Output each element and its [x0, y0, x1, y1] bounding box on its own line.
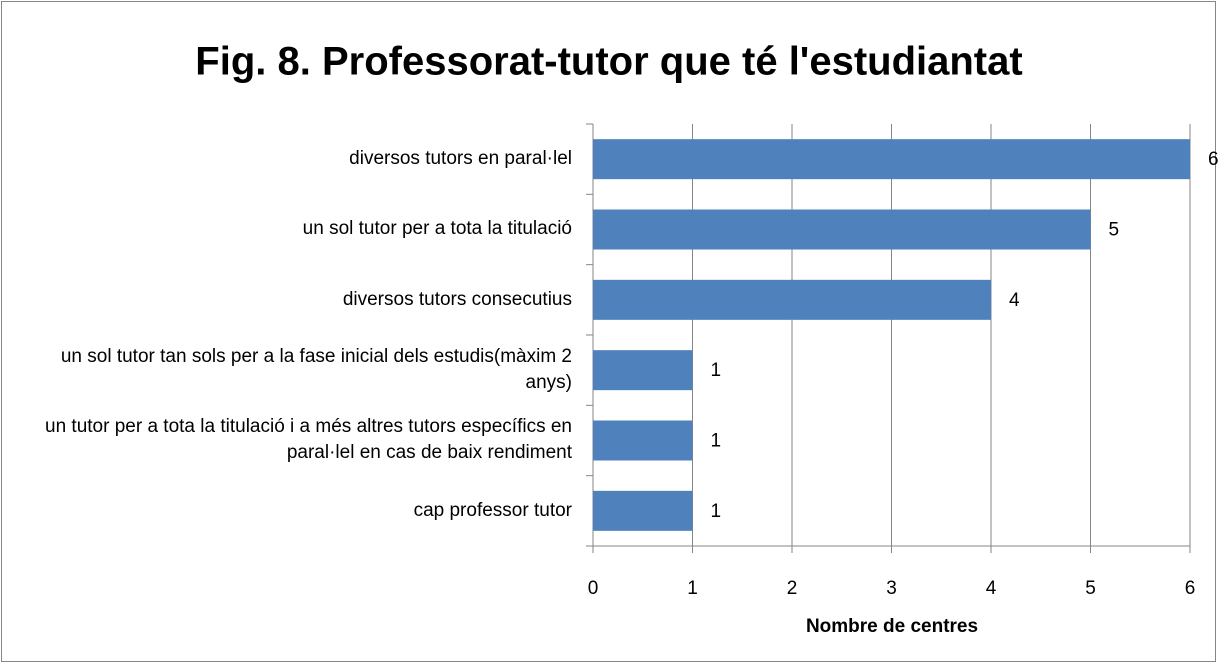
- bar: [593, 209, 1091, 250]
- x-tick-label: 3: [886, 578, 897, 599]
- x-tick-label: 1: [687, 578, 698, 599]
- category-label: un sol tutor per a tota la titulació: [302, 218, 572, 240]
- category-label: diversos tutors en paral·lel: [349, 148, 572, 170]
- chart-title: Fig. 8. Professorat-tutor que té l'estud…: [195, 40, 1022, 84]
- category-label: diversos tutors consecutius: [342, 288, 572, 310]
- bar: [593, 420, 693, 461]
- value-label: 1: [711, 501, 722, 522]
- bar: [593, 490, 693, 531]
- value-label: 1: [711, 360, 722, 381]
- value-label: 1: [711, 431, 722, 452]
- bar: [593, 279, 991, 320]
- category-label: un sol tutor tan sols per a la fase inic…: [60, 346, 572, 394]
- value-label: 4: [1009, 290, 1020, 311]
- x-tick-label: 2: [787, 578, 798, 599]
- value-label: 6: [1208, 149, 1218, 170]
- x-tick-label: 4: [986, 578, 997, 599]
- x-tick-label: 5: [1085, 578, 1096, 599]
- bar: [593, 350, 693, 391]
- value-label: 5: [1109, 220, 1120, 241]
- x-tick-label: 6: [1185, 578, 1196, 599]
- category-label: cap professor tutor: [413, 499, 572, 521]
- bar: [593, 139, 1190, 180]
- x-axis-label: Nombre de centres: [806, 616, 978, 637]
- category-label: un tutor per a tota la titulació i a més…: [45, 416, 572, 464]
- x-tick-label: 0: [588, 578, 599, 599]
